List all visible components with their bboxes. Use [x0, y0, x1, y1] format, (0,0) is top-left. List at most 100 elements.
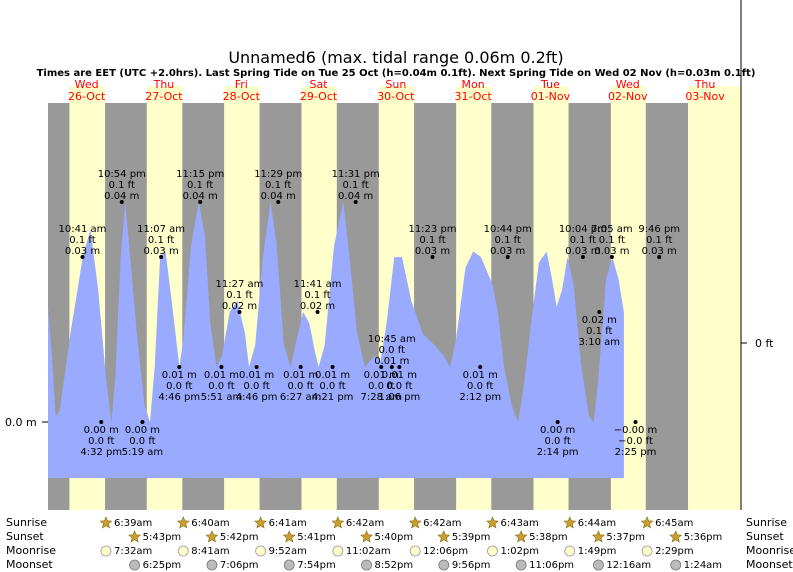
tide-point — [478, 365, 483, 369]
tide-height-m: 0.03 m — [594, 246, 629, 257]
tide-point — [298, 365, 303, 369]
sunset-time: 5:41pm — [297, 532, 336, 543]
tide-point — [609, 255, 614, 259]
tide-point — [555, 420, 560, 424]
tide-time: 9:46 pm — [638, 224, 680, 235]
tide-height-m: 0.00 m — [125, 425, 160, 436]
sun-star — [486, 516, 499, 529]
tide-point — [633, 420, 638, 424]
moonrise-time: 1:49pm — [578, 546, 617, 557]
tide-height-m: 0.00 m — [540, 425, 575, 436]
sun-star — [99, 516, 113, 529]
tide-point — [99, 420, 104, 424]
tide-time: 2:14 pm — [537, 447, 579, 458]
tide-point — [397, 365, 402, 369]
tide-point — [597, 310, 602, 314]
tide-point — [177, 365, 182, 369]
tide-height-ft: 0.1 ft — [646, 235, 672, 246]
sun-star — [205, 530, 219, 543]
day-date: 28-Oct — [223, 90, 261, 103]
tide-height-ft: 0.0 ft — [368, 381, 394, 392]
tide-point — [430, 255, 435, 259]
tide-height-ft: 0.0 ft — [166, 381, 192, 392]
day-date: 31-Oct — [455, 90, 493, 103]
tide-height-m: 0.04 m — [183, 191, 218, 202]
tide-time: 3:10 am — [579, 337, 621, 348]
tide-time: 11:23 pm — [408, 224, 456, 235]
row-label-right: Moonrise — [746, 544, 793, 557]
sunrise-time: 6:45am — [655, 518, 693, 529]
tide-height-m: 0.02 m — [222, 301, 257, 312]
moonset-time: 8:52pm — [375, 560, 414, 571]
tide-point — [254, 365, 259, 369]
row-label-left: Moonrise — [6, 544, 56, 557]
tide-height-ft: 0.1 ft — [586, 326, 612, 337]
row-label-right: Sunrise — [746, 516, 787, 529]
tide-height-ft: 0.0 ft — [88, 436, 114, 447]
tide-height-ft: 0.0 ft — [379, 345, 405, 356]
moonset-time: 11:06pm — [529, 560, 574, 571]
tide-point — [315, 310, 320, 314]
sun-star — [437, 530, 451, 543]
tide-time: 10:44 pm — [484, 224, 532, 235]
tide-height-m: 0.04 m — [104, 191, 139, 202]
tide-time: 4:32 pm — [80, 447, 122, 458]
tide-height-m: 0.01 m — [463, 370, 498, 381]
tide-time: 6:27 am — [280, 392, 322, 403]
sun-star — [331, 516, 345, 529]
day-name: Fri — [235, 78, 248, 91]
tide-point — [140, 420, 145, 424]
day-date: 29-Oct — [300, 90, 338, 103]
moonrise-time: 8:41am — [191, 546, 229, 557]
tide-height-ft: −0.0 ft — [618, 436, 653, 447]
moonset-time: 12:16am — [606, 560, 651, 571]
tide-height-m: 0.04 m — [338, 191, 373, 202]
tide-height-ft: 0.0 ft — [243, 381, 269, 392]
tide-time: 4:21 pm — [312, 392, 354, 403]
tide-point — [159, 255, 164, 259]
row-label-right: Sunset — [746, 530, 784, 543]
moonrise-icon — [255, 545, 266, 557]
tide-height-m: 0.01 m — [364, 370, 399, 381]
day-date: 27-Oct — [145, 90, 183, 103]
moonrise-icon — [100, 545, 112, 557]
day-date: 03-Nov — [685, 90, 725, 103]
moonset-icon — [206, 559, 218, 571]
day-name: Wed — [616, 78, 640, 91]
tide-point — [353, 200, 358, 204]
tide-height-ft: 0.1 ft — [419, 235, 445, 246]
sunrise-time: 6:42am — [423, 518, 461, 529]
tide-height-ft: 0.1 ft — [599, 235, 625, 246]
day-labels: Wed26-OctThu27-OctFri28-OctSat29-OctSun3… — [68, 78, 725, 103]
tide-time: 11:15 pm — [176, 169, 224, 180]
tide-height-ft: 0.0 ft — [287, 381, 313, 392]
sunrise-time: 6:43am — [500, 518, 538, 529]
tide-height-ft: 0.1 ft — [342, 180, 368, 191]
tide-height-m: 0.04 m — [261, 191, 296, 202]
tide-height-m: 0.03 m — [415, 246, 450, 257]
tide-height-m: 0.01 m — [239, 370, 274, 381]
moonset-icon — [361, 559, 372, 571]
tide-height-ft: 0.1 ft — [265, 180, 291, 191]
moonrise-icon — [564, 545, 576, 557]
day-date: 26-Oct — [68, 90, 106, 103]
day-name: Sat — [310, 78, 329, 91]
tide-height-m: 0.01 m — [283, 370, 318, 381]
sunset-time: 5:36pm — [684, 532, 723, 543]
left-axis-label: 0.0 m — [5, 416, 37, 429]
sun-star — [591, 530, 605, 543]
moonrise-time: 12:06pm — [423, 546, 468, 557]
row-label-left: Moonset — [6, 558, 53, 571]
moonset-icon — [129, 559, 141, 571]
moonset-icon — [438, 559, 450, 571]
tide-time: 10:04 pm — [559, 224, 607, 235]
tide-time: 10:45 am — [368, 334, 416, 345]
moonset-time: 9:56pm — [452, 560, 491, 571]
tide-point — [379, 365, 384, 369]
sun-star — [408, 516, 422, 529]
tide-time: 4:46 pm — [236, 392, 278, 403]
tide-height-m: 0.01 m — [374, 356, 409, 367]
sun-star — [282, 530, 296, 543]
tide-height-ft: 0.1 ft — [495, 235, 521, 246]
